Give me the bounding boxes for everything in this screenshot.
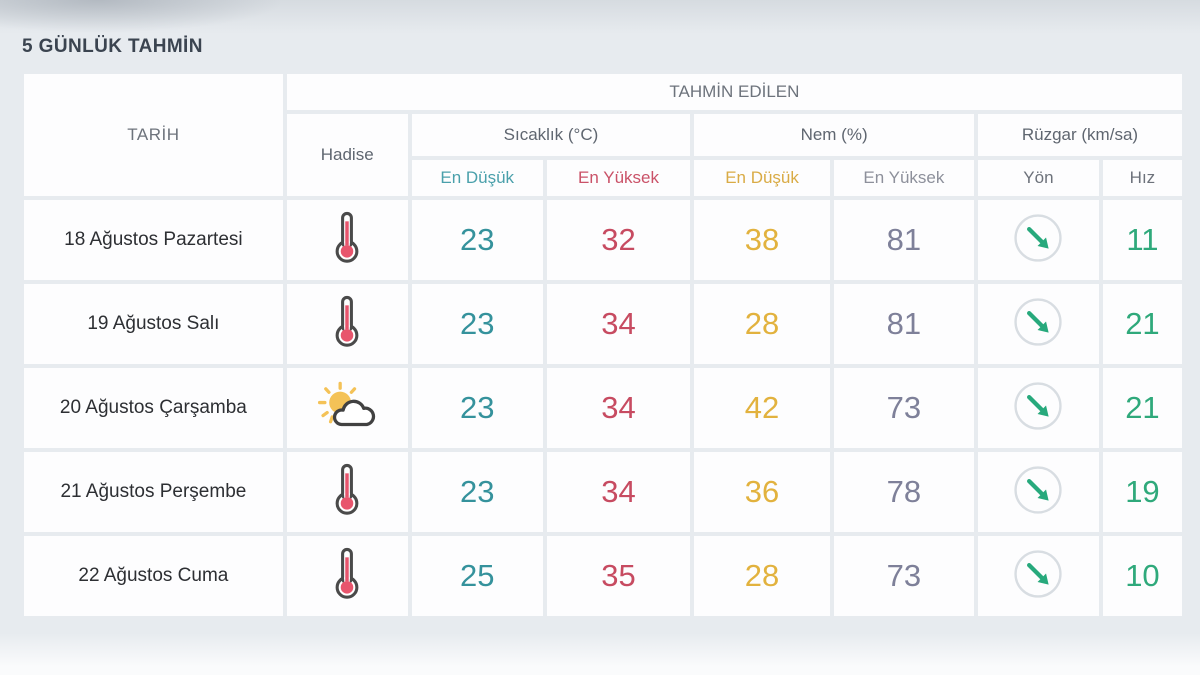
humidity-min-cell: 36 bbox=[694, 452, 830, 532]
date-cell: 21 Ağustos Perşembe bbox=[24, 452, 283, 532]
page-title: 5 GÜNLÜK TAHMİN bbox=[22, 36, 203, 57]
header-ruzgar: Rüzgar (km/sa) bbox=[977, 114, 1182, 156]
sun-cloud-icon bbox=[314, 380, 380, 432]
header-sicaklik: Sıcaklık (°C) bbox=[411, 114, 691, 156]
humidity-max-cell: 81 bbox=[833, 284, 974, 364]
date-cell: 19 Ağustos Salı bbox=[24, 284, 283, 364]
wind-southeast-icon bbox=[1012, 464, 1064, 516]
date-cell: 18 Ağustos Pazartesi bbox=[24, 200, 283, 280]
wind-direction-cell bbox=[977, 368, 1099, 448]
table-row: 19 Ağustos Salı 23 34 28 81 21 bbox=[24, 284, 1182, 364]
temp-max-cell: 35 bbox=[546, 536, 691, 616]
temp-min-cell: 23 bbox=[411, 284, 543, 364]
wind-speed-cell: 21 bbox=[1102, 284, 1182, 364]
wind-southeast-icon bbox=[1012, 548, 1064, 600]
condition-cell bbox=[286, 368, 408, 448]
temp-max-cell: 34 bbox=[546, 452, 691, 532]
forecast-table: TARİH TAHMİN EDİLEN Hadise Sıcaklık (°C)… bbox=[20, 70, 1186, 620]
temp-min-cell: 23 bbox=[411, 368, 543, 448]
wind-southeast-icon bbox=[1012, 296, 1064, 348]
humidity-min-cell: 28 bbox=[694, 536, 830, 616]
header-humidity-min: En Düşük bbox=[694, 160, 830, 196]
humidity-max-cell: 73 bbox=[833, 368, 974, 448]
date-cell: 20 Ağustos Çarşamba bbox=[24, 368, 283, 448]
humidity-min-cell: 38 bbox=[694, 200, 830, 280]
header-humidity-max: En Yüksek bbox=[833, 160, 974, 196]
header-nem: Nem (%) bbox=[694, 114, 974, 156]
wind-speed-cell: 11 bbox=[1102, 200, 1182, 280]
wind-southeast-icon bbox=[1012, 212, 1064, 264]
date-cell: 22 Ağustos Cuma bbox=[24, 536, 283, 616]
condition-cell bbox=[286, 284, 408, 364]
condition-cell bbox=[286, 536, 408, 616]
header-wind-direction: Yön bbox=[977, 160, 1099, 196]
humidity-max-cell: 73 bbox=[833, 536, 974, 616]
header-wind-speed: Hız bbox=[1102, 160, 1182, 196]
temp-min-cell: 23 bbox=[411, 452, 543, 532]
humidity-min-cell: 28 bbox=[694, 284, 830, 364]
header-temp-max: En Yüksek bbox=[546, 160, 691, 196]
wind-direction-cell bbox=[977, 200, 1099, 280]
temp-min-cell: 25 bbox=[411, 536, 543, 616]
top-left-shadow bbox=[0, 0, 280, 32]
wind-southeast-icon bbox=[1012, 380, 1064, 432]
table-row: 21 Ağustos Perşembe 23 34 36 78 19 bbox=[24, 452, 1182, 532]
wind-speed-cell: 21 bbox=[1102, 368, 1182, 448]
humidity-max-cell: 81 bbox=[833, 200, 974, 280]
wind-direction-cell bbox=[977, 284, 1099, 364]
thermometer-icon bbox=[331, 547, 363, 601]
thermometer-icon bbox=[331, 295, 363, 349]
header-temp-min: En Düşük bbox=[411, 160, 543, 196]
header-tahmin-edilen: TAHMİN EDİLEN bbox=[286, 74, 1182, 110]
wind-speed-cell: 19 bbox=[1102, 452, 1182, 532]
temp-max-cell: 32 bbox=[546, 200, 691, 280]
temp-max-cell: 34 bbox=[546, 284, 691, 364]
humidity-min-cell: 42 bbox=[694, 368, 830, 448]
bottom-fade bbox=[0, 633, 1200, 675]
table-row: 18 Ağustos Pazartesi 23 32 38 81 11 bbox=[24, 200, 1182, 280]
header-hadise: Hadise bbox=[286, 114, 408, 196]
table-row: 22 Ağustos Cuma 25 35 28 73 10 bbox=[24, 536, 1182, 616]
humidity-max-cell: 78 bbox=[833, 452, 974, 532]
temp-max-cell: 34 bbox=[546, 368, 691, 448]
header-tarih: TARİH bbox=[24, 74, 283, 196]
temp-min-cell: 23 bbox=[411, 200, 543, 280]
thermometer-icon bbox=[331, 211, 363, 265]
wind-speed-cell: 10 bbox=[1102, 536, 1182, 616]
table-row: 20 Ağustos Çarşamba 23 34 42 73 21 bbox=[24, 368, 1182, 448]
condition-cell bbox=[286, 200, 408, 280]
condition-cell bbox=[286, 452, 408, 532]
thermometer-icon bbox=[331, 463, 363, 517]
wind-direction-cell bbox=[977, 536, 1099, 616]
wind-direction-cell bbox=[977, 452, 1099, 532]
